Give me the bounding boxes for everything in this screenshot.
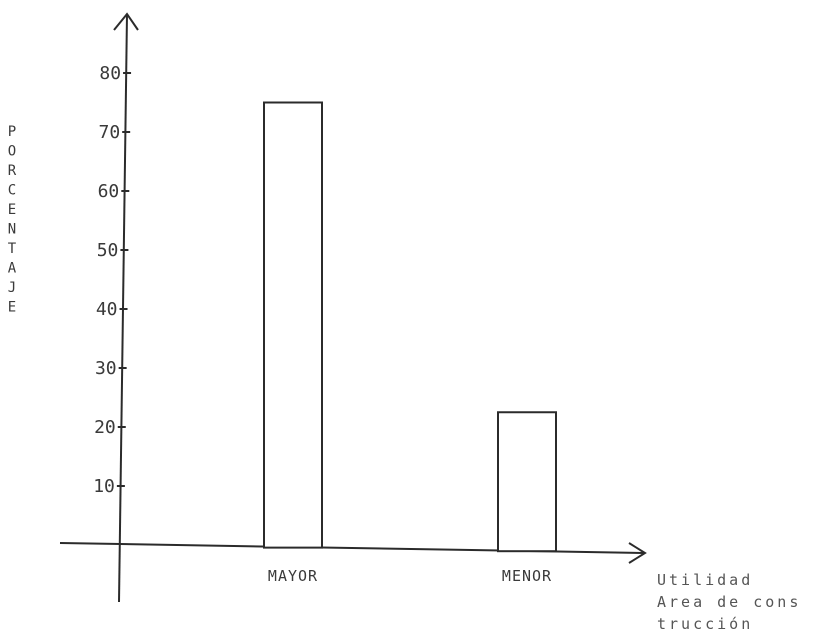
- y-tick-label: 80: [99, 63, 121, 84]
- y-axis-label-letter: O: [8, 144, 16, 160]
- y-axis-label-letter: N: [8, 222, 16, 238]
- x-axis-label-line: Utilidad: [657, 571, 753, 589]
- y-axis-label-letter: R: [8, 163, 17, 179]
- x-axis-arrow: [628, 542, 647, 564]
- y-tick-label: 30: [95, 358, 117, 379]
- y-tick-label: 60: [98, 181, 120, 202]
- y-axis-label-letter: C: [8, 183, 16, 199]
- y-axis-label-letter: P: [8, 124, 16, 140]
- bar-menor: [497, 411, 557, 553]
- y-axis-label-letter: E: [8, 300, 16, 316]
- y-axis-label-letter: A: [8, 261, 17, 277]
- y-axis-label-letter: J: [8, 280, 16, 296]
- x-axis-label-line: Area de cons: [657, 593, 801, 611]
- y-axis-ticks: 10 20 30 40 50 60 70 80: [93, 63, 132, 497]
- y-axis-label-letter: T: [8, 241, 17, 257]
- bars: [263, 101, 557, 553]
- y-axis-label-letter: E: [8, 202, 16, 218]
- chart-axes: [59, 12, 647, 603]
- y-tick-label: 10: [93, 476, 115, 497]
- y-axis-arrow: [113, 12, 139, 31]
- x-axis-label: Utilidad Area de cons trucción: [657, 571, 801, 633]
- category-labels: MAYOR MENOR: [268, 567, 552, 585]
- x-axis-label-line: trucción: [657, 615, 753, 633]
- category-label: MENOR: [502, 567, 552, 585]
- y-tick-label: 70: [98, 122, 120, 143]
- x-axis-line: [59, 542, 646, 554]
- category-label: MAYOR: [268, 567, 318, 585]
- y-tick-label: 20: [94, 417, 116, 438]
- bar-mayor: [263, 101, 323, 549]
- y-tick-label: 50: [97, 240, 119, 261]
- y-tick-label: 40: [96, 299, 118, 320]
